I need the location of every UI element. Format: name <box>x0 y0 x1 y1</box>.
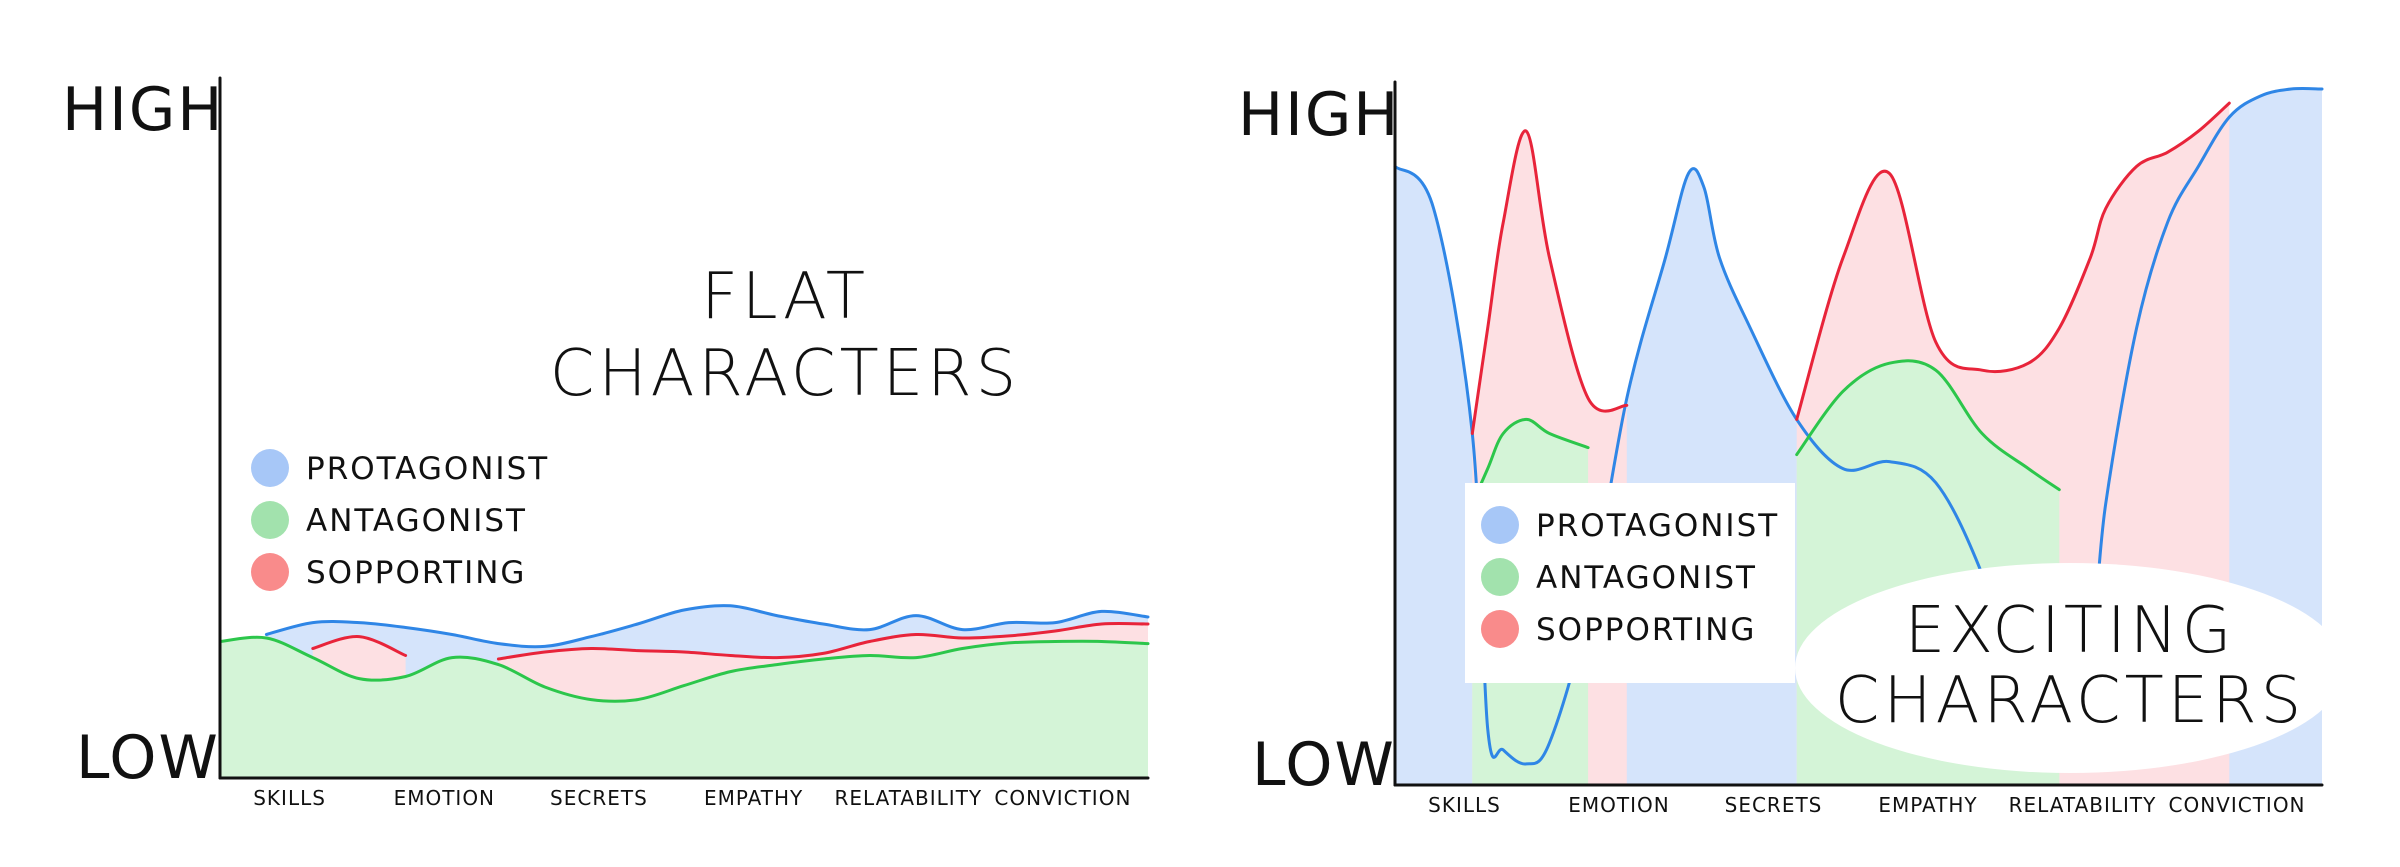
x-tick-label: SECRETS <box>1725 793 1823 817</box>
legend-label: PROTAGONIST <box>1536 508 1779 544</box>
line-protagonist <box>264 604 1150 649</box>
x-tick-label: SKILLS <box>1428 793 1501 817</box>
x-tick-label: EMOTION <box>1568 793 1669 817</box>
series-lines <box>218 604 1150 703</box>
line-sopporting <box>1795 101 2231 421</box>
x-tick-labels: SKILLS EMOTION SECRETS EMPATHY RELATABILITY C… <box>1428 793 2305 817</box>
x-tick-label: CONVICTION <box>2168 793 2305 817</box>
series-lines <box>1393 87 2324 766</box>
legend-swatch <box>251 553 289 591</box>
series-fills <box>220 605 1148 778</box>
legend-swatch <box>1481 506 1519 544</box>
x-tick-label: EMOTION <box>394 786 495 810</box>
legend-label: ANTAGONIST <box>1536 560 1757 596</box>
x-tick-label: RELATABILITY <box>2009 793 2157 817</box>
legend-swatch <box>251 501 289 539</box>
legend-label: SOPPORTING <box>1536 612 1756 648</box>
x-tick-label: CONVICTION <box>994 786 1131 810</box>
legend-label: PROTAGONIST <box>306 451 549 487</box>
x-tick-label: RELATABILITY <box>834 786 982 810</box>
title-line-1: FLAT <box>701 260 869 334</box>
area-antagonist <box>220 637 1148 778</box>
line-protagonist <box>1393 87 2324 766</box>
title-line-2: CHARACTERS <box>1835 664 2305 738</box>
line-sopporting <box>311 635 408 657</box>
legend: PROTAGONIST ANTAGONIST SOPPORTING <box>251 449 549 591</box>
line-sopporting <box>1470 129 1629 435</box>
title-line-1: EXCITING <box>1905 594 2236 668</box>
line-sopporting <box>496 621 1150 661</box>
legend-label: ANTAGONIST <box>306 503 527 539</box>
chart-exciting-characters: HIGH LOW SKILLS EMOTION SECRETS EMPATHY RELA… <box>1238 80 2345 817</box>
x-tick-label: SECRETS <box>550 786 648 810</box>
legend-swatch <box>251 449 289 487</box>
x-tick-label: EMPATHY <box>1878 793 1977 817</box>
x-tick-label: SKILLS <box>253 786 326 810</box>
x-tick-label: EMPATHY <box>704 786 803 810</box>
chart-title: FLAT CHARACTERS <box>550 260 1020 411</box>
line-antagonist <box>218 635 1150 703</box>
legend-swatch <box>1481 558 1519 596</box>
y-label-low: LOW <box>76 723 220 793</box>
legend: PROTAGONIST ANTAGONIST SOPPORTING <box>1481 506 1779 648</box>
x-tick-labels: SKILLS EMOTION SECRETS EMPATHY RELATABILITY C… <box>253 786 1131 810</box>
y-label-high: HIGH <box>62 75 224 145</box>
y-label-high: HIGH <box>1238 80 1400 150</box>
legend-swatch <box>1481 610 1519 648</box>
legend-label: SOPPORTING <box>306 555 526 591</box>
line-antagonist <box>1470 417 1590 506</box>
y-label-low: LOW <box>1252 730 1396 800</box>
title-line-2: CHARACTERS <box>550 337 1020 411</box>
legend-background <box>1465 483 1795 683</box>
line-antagonist <box>1795 359 2061 492</box>
title-bubble <box>1795 563 2345 773</box>
chart-flat-characters: HIGH LOW SKILLS EMOTION SECRETS EMPATHY RELA… <box>62 75 1150 810</box>
chart-title: EXCITING CHARACTERS <box>1835 594 2305 738</box>
